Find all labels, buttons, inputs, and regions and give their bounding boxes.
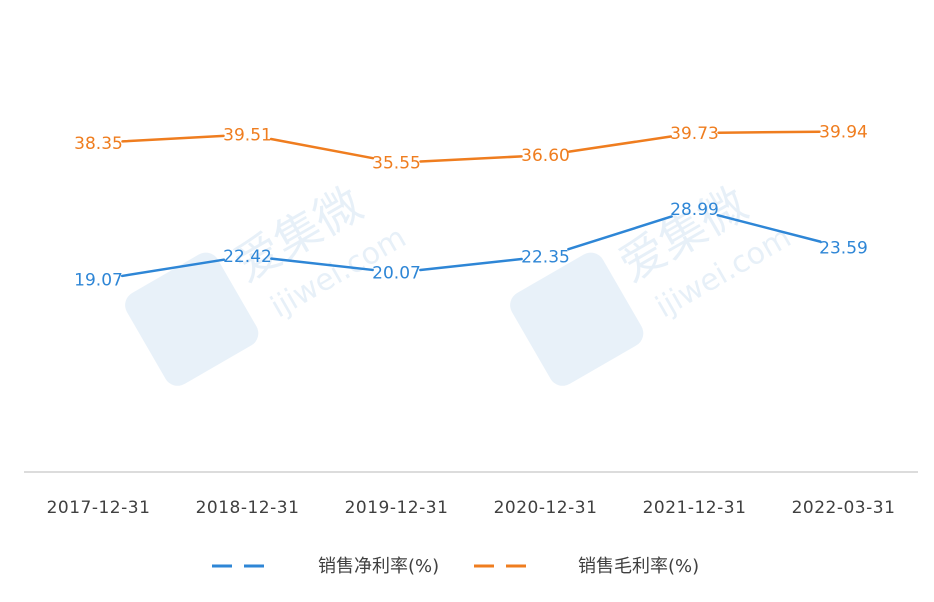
watermark-right: 爱集微 ijiwei.com [510,176,797,386]
series-1-segment-0 [121,134,225,143]
watermark-logo-icon [510,252,644,386]
watermark-left: 爱集微 ijiwei.com [125,176,412,386]
data-label: 39.73 [670,124,719,144]
legend-item-net-margin: 销售净利率(%) [212,556,439,577]
series-1-segment-1 [269,137,375,160]
series-1-segment-4 [717,130,821,134]
data-label: 39.51 [223,126,272,146]
x-tick-label: 2021-12-31 [643,498,747,518]
series-0-segment-0 [120,258,226,278]
data-label: 35.55 [372,154,421,174]
series-0-segment-3 [567,215,673,251]
series-1-segment-2 [419,155,523,163]
data-label: 19.07 [74,271,123,291]
legend-label-gross-margin: 销售毛利率(%) [578,556,699,577]
x-tick-label: 2020-12-31 [494,498,598,518]
data-label: 38.35 [74,134,123,154]
data-label-layer: 19.07 22.42 20.07 22.35 28.99 23.59 38.35 39.51… [74,122,868,290]
watermark-logo-icon [125,252,259,386]
data-label: 36.60 [521,146,570,166]
series-0-segment-1 [270,257,374,272]
series-0-segment-2 [419,257,523,272]
x-tick-label: 2017-12-31 [47,498,151,518]
x-tick-label: 2019-12-31 [345,498,449,518]
data-label: 20.07 [372,264,421,284]
legend: 销售净利率(%) 销售毛利率(%) [212,556,699,577]
data-label: 22.42 [223,247,272,267]
series-1-segment-3 [567,135,673,153]
data-label: 28.99 [670,200,719,220]
x-tick-label: 2018-12-31 [196,498,300,518]
x-tick-label: 2022-03-31 [792,498,896,518]
data-label: 39.94 [819,122,868,142]
legend-label-net-margin: 销售净利率(%) [318,556,439,577]
data-label: 22.35 [521,247,570,267]
data-label: 23.59 [819,239,868,259]
legend-item-gross-margin: 销售毛利率(%) [474,556,699,577]
series-layer [120,130,822,278]
series-0-segment-4 [716,213,822,243]
x-tick-layer: 2017-12-31 2018-12-31 2019-12-31 2020-12-31… [47,498,896,518]
